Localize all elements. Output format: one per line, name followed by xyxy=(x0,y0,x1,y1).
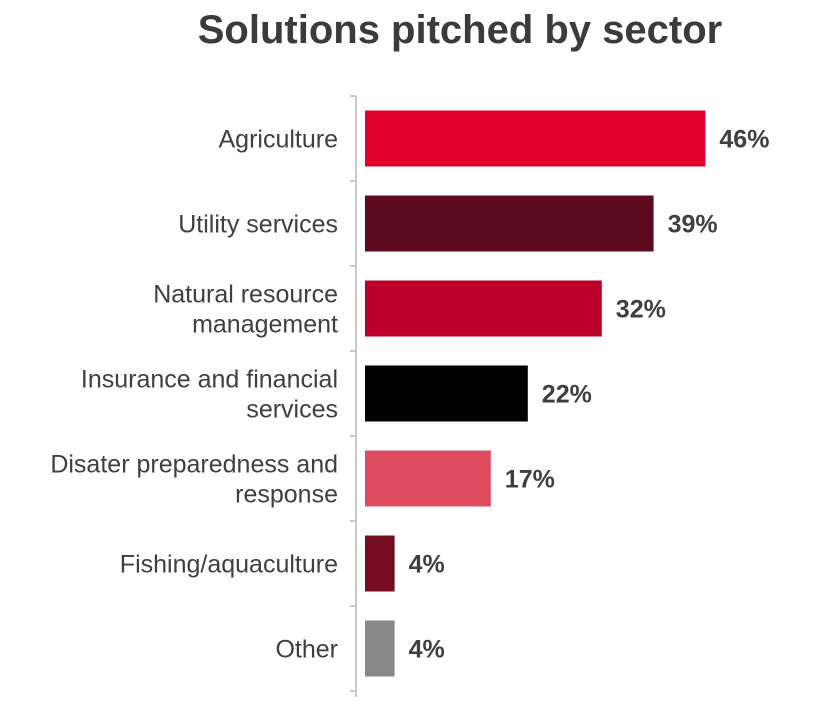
value-label: 32% xyxy=(616,296,666,324)
value-label: 22% xyxy=(542,381,592,409)
bar xyxy=(365,195,654,252)
category-label-line: Natural resource xyxy=(153,281,338,309)
category-label: Fishing/aquaculture xyxy=(120,551,338,579)
category-label-line: management xyxy=(192,311,338,339)
bars-group xyxy=(365,110,706,677)
labels-group: Agriculture 46% Utility services 39% Natural… xyxy=(50,126,769,664)
category-label: Other xyxy=(275,636,338,664)
value-label: 4% xyxy=(409,551,445,579)
bar xyxy=(365,620,395,677)
bar xyxy=(365,535,395,592)
category-label: Insurance and financial services xyxy=(81,366,338,424)
category-label: Disater preparedness and response xyxy=(50,451,338,509)
bar xyxy=(365,450,491,507)
category-axis xyxy=(350,95,357,697)
value-label: 46% xyxy=(719,126,769,154)
bar xyxy=(365,365,528,422)
chart-title: Solutions pitched by sector xyxy=(197,8,723,52)
category-label: Utility services xyxy=(178,211,338,239)
category-label-line: Utility services xyxy=(178,211,338,239)
value-label: 39% xyxy=(668,211,718,239)
value-label: 17% xyxy=(505,466,555,494)
category-label: Agriculture xyxy=(219,126,339,154)
category-label-line: Other xyxy=(275,636,338,664)
category-label-line: response xyxy=(235,481,338,509)
value-label: 4% xyxy=(409,636,445,664)
category-label-line: Agriculture xyxy=(219,126,339,154)
bar xyxy=(365,110,706,167)
category-label-line: Disater preparedness and xyxy=(50,451,338,479)
category-label-line: services xyxy=(246,396,338,424)
category-label-line: Fishing/aquaculture xyxy=(120,551,338,579)
category-label: Natural resource management xyxy=(153,281,338,339)
bar xyxy=(365,280,602,337)
category-label-line: Insurance and financial xyxy=(81,366,338,394)
